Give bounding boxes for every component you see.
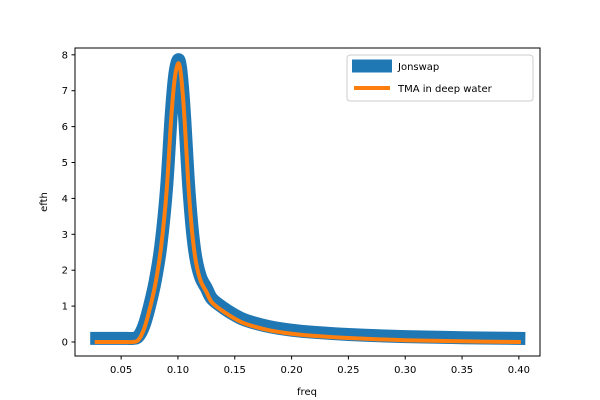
x-tick-label: 0.30 <box>394 365 416 376</box>
y-tick-label: 0 <box>62 338 68 349</box>
x-axis-label: freq <box>297 387 317 398</box>
x-tick-label: 0.25 <box>337 365 359 376</box>
x-tick-label: 0.10 <box>167 365 189 376</box>
x-axis-ticks: 0.05 0.10 0.15 0.20 0.25 0.30 0.35 0.40 <box>110 356 530 376</box>
x-tick-label: 0.05 <box>110 365 132 376</box>
legend-label-jonswap: Jonswap <box>397 62 439 73</box>
y-axis-ticks: 0 1 2 3 4 5 6 7 8 <box>62 50 75 349</box>
x-tick-label: 0.35 <box>451 365 473 376</box>
y-tick-label: 7 <box>62 86 68 97</box>
legend: Jonswap TMA in deep water <box>346 54 534 102</box>
y-tick-label: 8 <box>62 50 68 61</box>
y-tick-label: 4 <box>62 194 68 205</box>
legend-box <box>346 54 534 102</box>
legend-label-tma: TMA in deep water <box>397 84 493 95</box>
x-tick-label: 0.40 <box>508 365 530 376</box>
x-tick-label: 0.20 <box>280 365 302 376</box>
y-tick-label: 6 <box>62 122 68 133</box>
x-tick-label: 0.15 <box>224 365 246 376</box>
y-tick-label: 2 <box>62 266 68 277</box>
y-tick-label: 1 <box>62 302 68 313</box>
y-tick-label: 3 <box>62 230 68 241</box>
y-tick-label: 5 <box>62 158 68 169</box>
series-layer <box>90 53 526 346</box>
series-line-tma-deep-water <box>94 61 521 345</box>
plot-frame <box>74 47 541 357</box>
y-axis-label: efth <box>39 192 50 212</box>
